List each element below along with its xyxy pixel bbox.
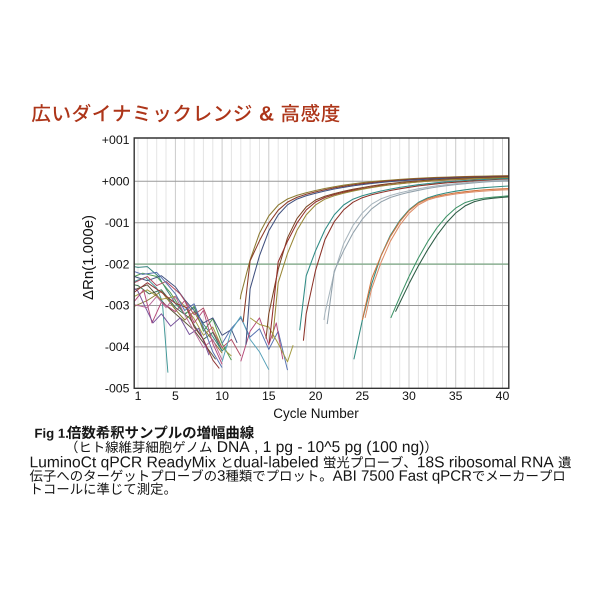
- svg-text:ΔRn(1.000e): ΔRn(1.000e): [80, 215, 97, 300]
- svg-text:-005: -005: [105, 382, 130, 396]
- svg-text:+000: +000: [102, 175, 130, 189]
- svg-text:5: 5: [172, 389, 179, 403]
- svg-text:30: 30: [402, 389, 416, 403]
- svg-text:Cycle Number: Cycle Number: [273, 406, 359, 421]
- svg-text:-002: -002: [105, 257, 130, 271]
- svg-text:10: 10: [215, 389, 229, 403]
- svg-text:15: 15: [262, 389, 276, 403]
- svg-text:40: 40: [496, 389, 510, 403]
- svg-text:35: 35: [449, 389, 463, 403]
- svg-text:1: 1: [135, 389, 142, 403]
- svg-text:-004: -004: [105, 340, 130, 354]
- svg-text:+001: +001: [102, 133, 130, 147]
- svg-text:-001: -001: [105, 216, 130, 230]
- svg-text:-003: -003: [105, 299, 130, 313]
- svg-text:25: 25: [355, 389, 369, 403]
- svg-text:20: 20: [309, 389, 323, 403]
